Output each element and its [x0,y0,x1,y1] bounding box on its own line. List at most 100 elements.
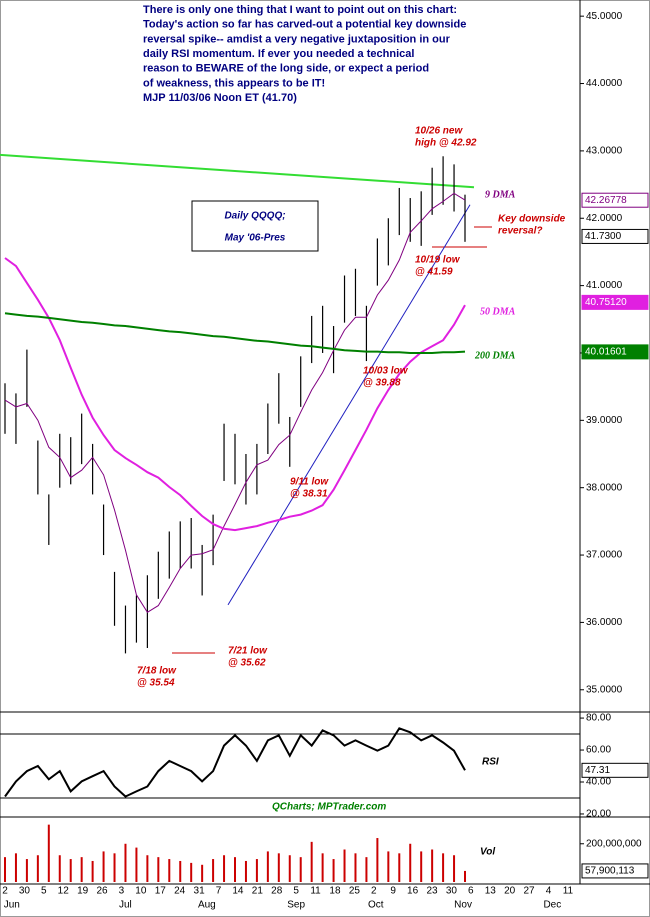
annotation: reversal? [498,226,542,237]
last-value-label: 40.01601 [585,347,627,358]
note-line: Today's action so far has carved-out a p… [143,19,466,31]
y-tick-label: 41.0000 [586,280,623,291]
x-tick-label: 2 [371,886,377,897]
y-tick-label: 38.0000 [586,482,623,493]
moving-average [4,312,466,354]
x-tick-label: 4 [546,886,552,897]
annotation: @ 39.88 [363,378,401,389]
x-tick-label: 24 [174,886,186,897]
x-tick-label: 25 [349,886,361,897]
note-line: There is only one thing that I want to p… [143,4,457,16]
moving-average [4,192,466,613]
annotation: @ 41.59 [415,267,453,278]
x-tick-label: 17 [155,886,167,897]
note-line: of weakness, this appears to be IT! [143,77,325,89]
last-value-label: 40.75120 [585,297,627,308]
x-tick-label: 13 [485,886,497,897]
month-label: Jun [4,900,20,911]
y-tick-label: 44.0000 [586,78,623,89]
y-tick-label: 36.0000 [586,617,623,628]
x-tick-label: 31 [194,886,206,897]
annotation: 9/11 low [290,477,329,488]
y-tick-label: 35.0000 [586,684,623,695]
y-tick-label: 60.00 [586,745,611,756]
trendline [0,153,475,189]
month-label: Nov [454,900,472,911]
y-tick-label: 45.0000 [586,11,623,22]
x-tick-label: 18 [329,886,341,897]
last-value-label: 57,900,113 [585,866,635,877]
last-value-label: 41.7300 [585,231,622,242]
last-value-box [581,192,649,208]
x-tick-label: 5 [293,886,299,897]
last-value-label: 47.31 [585,765,610,776]
rsi-line [4,727,466,798]
x-tick-label: 23 [426,886,438,897]
x-tick-label: 20 [504,886,516,897]
x-tick-label: 7 [216,886,222,897]
x-tick-label: 21 [252,886,264,897]
credit: QCharts; MPTrader.com [272,802,386,813]
annotation: @ 35.62 [228,658,266,669]
x-tick-label: 9 [390,886,396,897]
month-label: Sep [287,900,305,911]
note-line: reversal spike-- amdist a very negative … [143,33,451,45]
x-tick-label: 11 [563,886,574,897]
panel-label: RSI [482,757,499,768]
panel-label: Vol [480,847,495,858]
x-tick-label: 14 [232,886,244,897]
annotation: high @ 42.92 [415,138,477,149]
x-tick-label: 28 [271,886,283,897]
label-box-text: May '06-Pres [225,233,286,244]
x-tick-label: 10 [135,886,147,897]
annotation: @ 38.31 [290,489,328,500]
x-tick-label: 12 [58,886,70,897]
x-tick-label: 5 [41,886,47,897]
annotation: @ 35.54 [137,678,175,689]
annotation: 7/18 low [137,666,177,677]
note-line: reason to BEWARE of the long side, or ex… [143,63,429,75]
x-tick-label: 26 [96,886,108,897]
series-label: 200 DMA [474,350,516,361]
y-tick-label: 80.00 [586,713,611,724]
label-box-text: Daily QQQQ; [224,211,285,222]
note-line: MJP 11/03/06 Noon ET (41.70) [143,92,297,104]
x-tick-label: 2 [2,886,8,897]
month-label: Oct [368,900,384,911]
last-value-box [581,762,649,778]
series-label: 50 DMA [480,306,516,317]
last-value-box [581,863,649,879]
last-value-box [581,344,649,360]
month-label: Jul [119,900,132,911]
y-tick-label: 37.0000 [586,550,623,561]
x-tick-label: 6 [468,886,474,897]
annotation: Key downside [498,214,566,225]
series-label: 9 DMA [485,189,516,200]
y-tick-label: 42.0000 [586,213,623,224]
trendline [227,204,471,606]
x-tick-label: 16 [407,886,419,897]
month-label: Dec [543,900,561,911]
y-tick-label: 20.00 [586,809,611,820]
x-tick-label: 30 [446,886,458,897]
y-tick-label: 43.0000 [586,146,623,157]
annotation: 10/26 new [415,126,463,137]
x-tick-label: 27 [524,886,536,897]
x-tick-label: 3 [119,886,125,897]
last-value-box [581,294,649,310]
note-line: daily RSI momentum. If ever you needed a… [143,48,414,60]
month-label: Aug [198,900,216,911]
label-box [191,200,319,252]
x-tick-label: 11 [310,886,321,897]
moving-average [4,257,466,532]
y-tick-label: 39.0000 [586,415,623,426]
y-tick-label: 40.00 [586,777,611,788]
annotation: 10/03 low [363,366,409,377]
last-value-box [581,228,649,244]
last-value-label: 42.26778 [585,195,627,206]
annotation: 10/19 low [415,255,461,266]
x-tick-label: 19 [77,886,89,897]
y-tick-label: 200,000,000 [586,838,642,849]
